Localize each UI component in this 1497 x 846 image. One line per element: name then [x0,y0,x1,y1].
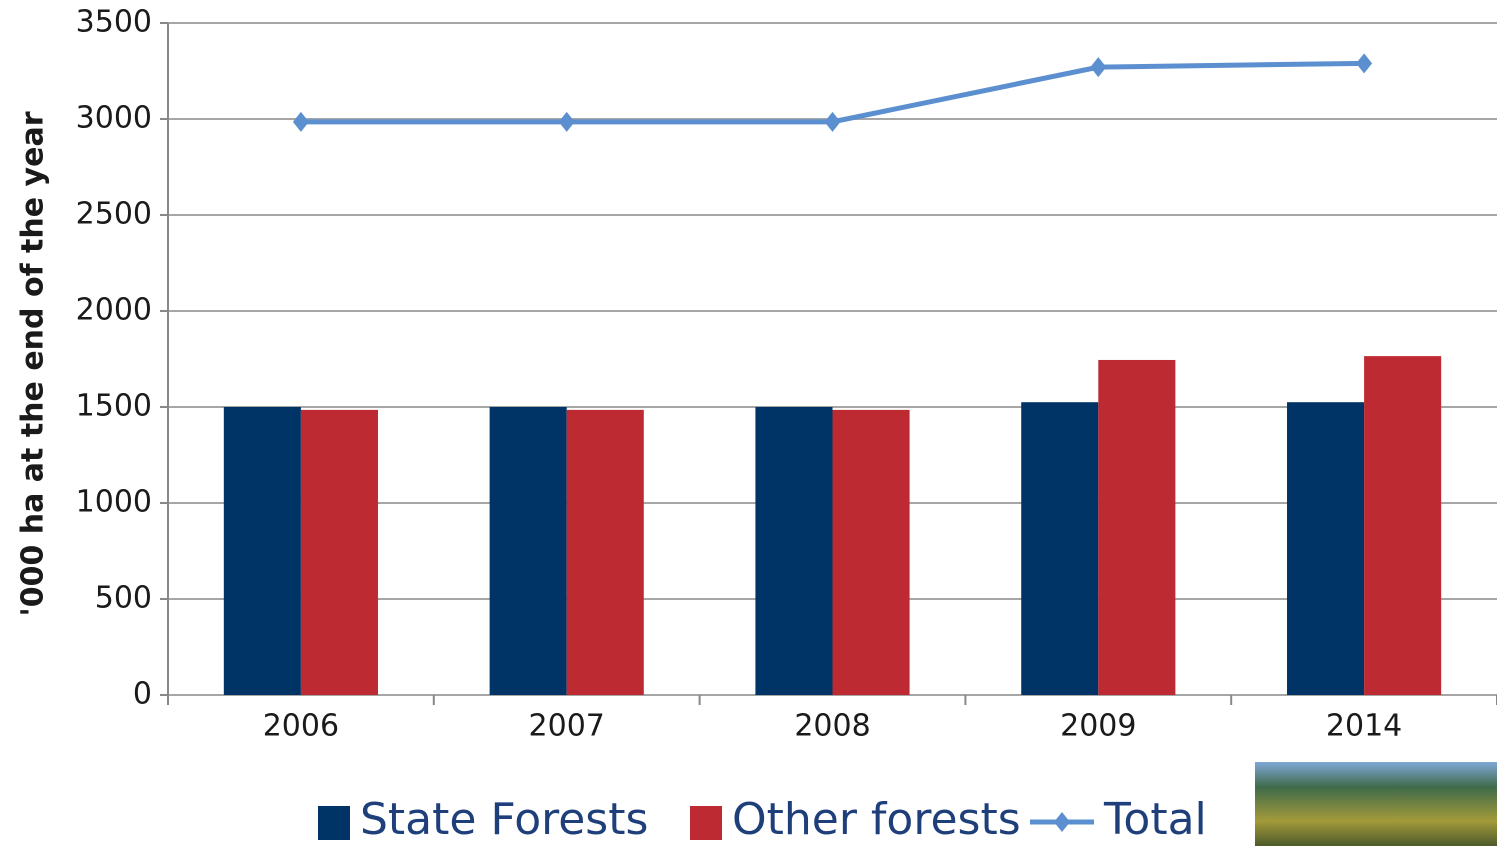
legend-label: Total [1103,794,1207,845]
bar [1287,402,1364,695]
x-tick-label: 2007 [529,709,605,744]
marker [1090,57,1106,77]
y-tick-label: 2000 [76,293,152,328]
y-axis-label: '000 ha at the end of the year [16,111,51,616]
bar [1098,360,1175,695]
legend-label: Other forests [732,794,1021,845]
y-tick-label: 1500 [76,389,152,424]
y-tick-label: 2500 [76,197,152,232]
bar [833,410,910,695]
marker [293,112,309,132]
y-tick-label: 0 [133,677,152,712]
marker [559,112,575,132]
x-tick-label: 2014 [1326,709,1402,744]
bar [490,407,567,695]
legend-label: State Forests [360,794,648,845]
x-tick-label: 2006 [263,709,339,744]
x-tick-label: 2008 [794,709,870,744]
y-tick-label: 500 [95,581,152,616]
x-tick-label: 2009 [1060,709,1136,744]
y-tick-label: 3500 [76,5,152,40]
decorative-photo [1255,762,1497,846]
marker [825,112,841,132]
marker [1356,53,1372,73]
legend-swatch [690,806,722,840]
y-tick-label: 3000 [76,101,152,136]
y-tick-label: 1000 [76,485,152,520]
bar [301,410,378,695]
bar [224,407,301,695]
legend-marker [1054,812,1070,832]
bar [1021,402,1098,695]
legend-swatch [318,806,350,840]
chart: '000 ha at the end of the year 0 500 1000 1… [0,0,1497,846]
bar [755,407,832,695]
bar [1364,356,1441,695]
bar [567,410,644,695]
